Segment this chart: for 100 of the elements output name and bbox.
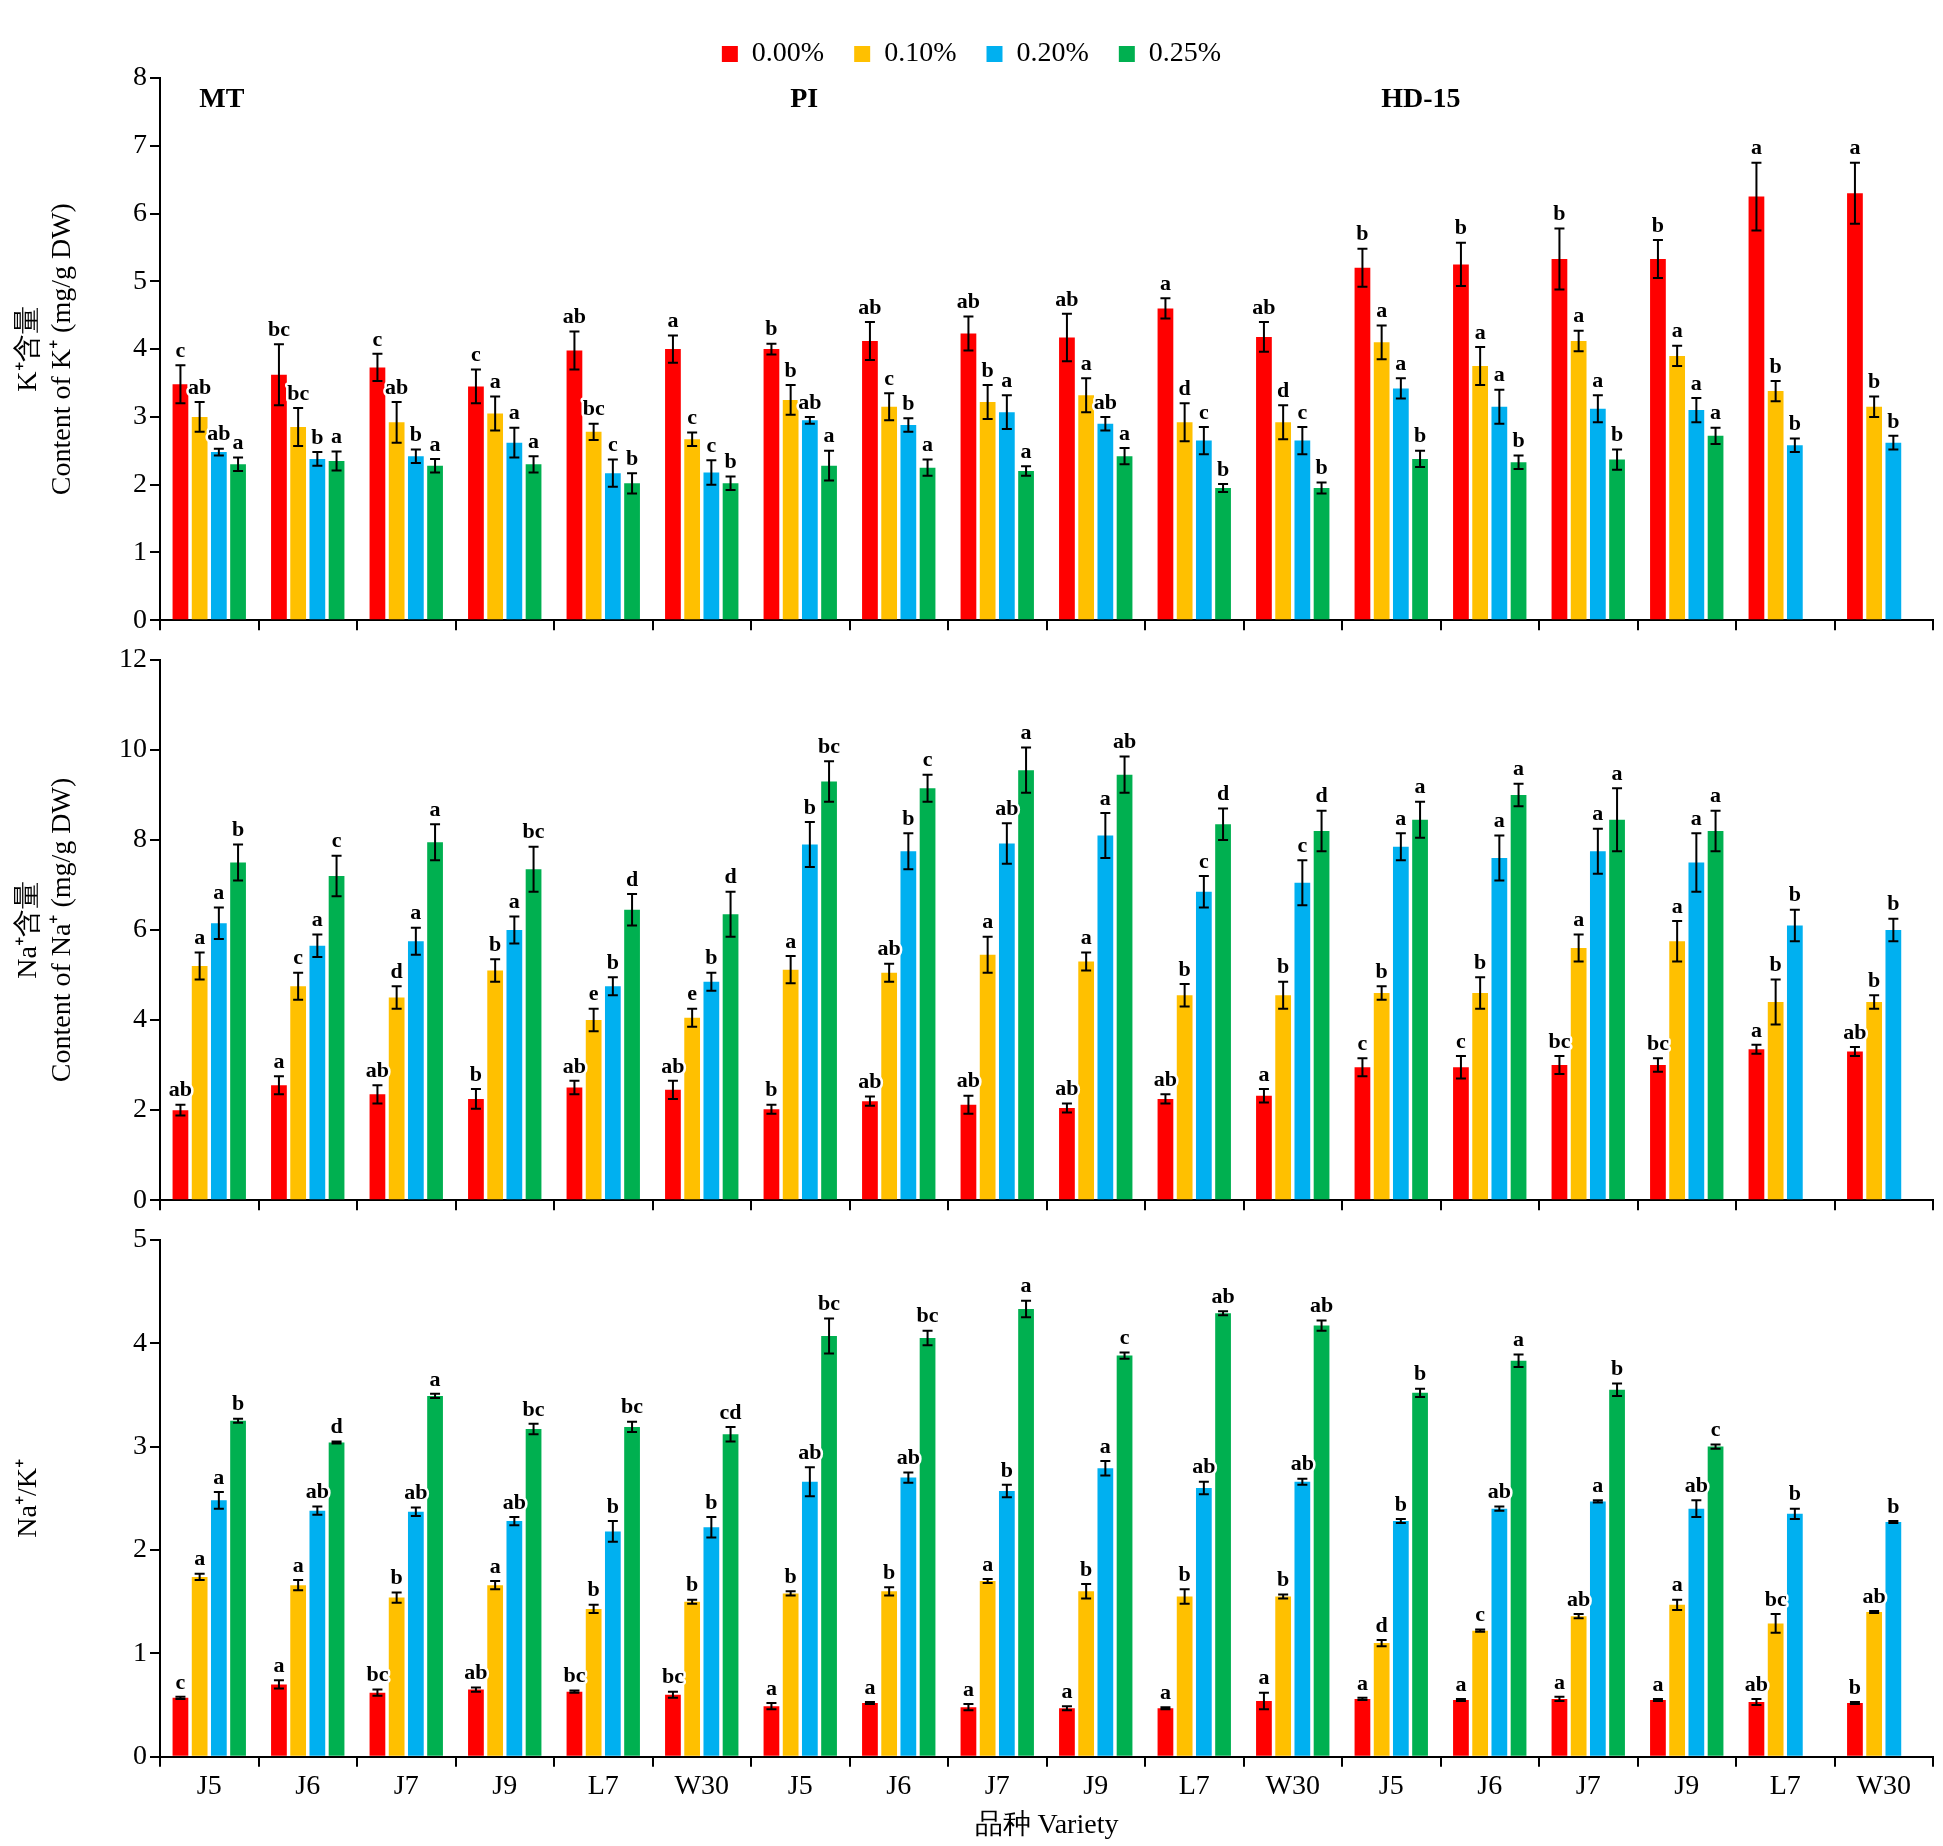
bar <box>1294 440 1311 620</box>
bar <box>801 1481 818 1756</box>
bar <box>1453 1067 1469 1200</box>
bar <box>979 401 996 620</box>
x-tick-label: J7 <box>984 1768 1010 1800</box>
y-tick-label: 4 <box>133 331 147 363</box>
bar <box>1176 422 1193 620</box>
legend-label: 0.10% <box>884 36 957 68</box>
bar <box>881 1591 898 1756</box>
data-label: a <box>1020 719 1032 745</box>
bar <box>172 1697 189 1756</box>
data-label: b <box>803 793 816 819</box>
bar <box>210 1500 227 1756</box>
data-label: a <box>410 899 422 925</box>
bar <box>1354 267 1371 620</box>
data-label: d <box>625 865 639 891</box>
bar <box>407 1511 424 1756</box>
data-label: a <box>1671 892 1683 918</box>
data-label: bc <box>1646 1030 1670 1056</box>
data-label: a <box>1080 349 1092 375</box>
bar <box>1688 1508 1705 1756</box>
bar <box>1176 995 1193 1200</box>
bar <box>1373 342 1390 620</box>
y-tick-label: 12 <box>119 642 147 674</box>
bar <box>1767 1623 1784 1756</box>
bar <box>624 1426 640 1756</box>
data-label: cd <box>719 1398 742 1424</box>
bar <box>1412 458 1428 620</box>
data-label: ab <box>562 303 587 329</box>
data-label: a <box>1553 1668 1565 1694</box>
data-label: bc <box>661 1663 685 1689</box>
bar <box>487 1585 504 1756</box>
bar <box>1491 1508 1508 1756</box>
data-label: a <box>1356 1669 1368 1695</box>
y-axis-title: K⁺含量 Content of K⁺ (mg/g DW) <box>11 203 76 496</box>
data-label: ab <box>1093 388 1117 414</box>
y-tick-label: 10 <box>119 732 147 764</box>
data-label: b <box>1474 948 1487 974</box>
bar <box>1275 422 1292 620</box>
bar <box>388 1597 405 1756</box>
bar <box>1059 1107 1075 1200</box>
bar <box>998 412 1015 620</box>
bar <box>1551 258 1568 620</box>
x-tick-label: J6 <box>295 1768 321 1800</box>
data-label: b <box>625 444 639 470</box>
annotation: PI <box>790 82 819 114</box>
bar <box>684 439 701 620</box>
data-label: a <box>1159 1678 1171 1704</box>
data-label: b <box>1651 211 1665 237</box>
data-label: a <box>232 429 244 455</box>
data-label: ab <box>877 935 901 961</box>
data-label: a <box>1020 1272 1032 1298</box>
data-label: b <box>1000 1456 1013 1482</box>
data-label: b <box>1769 951 1782 977</box>
data-label: a <box>1710 782 1722 808</box>
bar <box>1650 258 1666 620</box>
data-label: b <box>705 944 718 970</box>
data-label: a <box>1611 759 1623 785</box>
bar <box>1866 1002 1883 1200</box>
data-label: a <box>1671 1571 1683 1597</box>
data-label: bc <box>287 379 310 405</box>
bar <box>1589 408 1606 620</box>
data-label: bc <box>916 1302 939 1328</box>
bar <box>388 997 405 1200</box>
data-label: ab <box>464 1659 488 1685</box>
data-label: d <box>1216 780 1230 806</box>
data-label: ab <box>798 388 822 414</box>
x-tick-label: J7 <box>393 1768 419 1800</box>
bar <box>407 941 424 1200</box>
bar <box>1491 406 1508 620</box>
data-label: a <box>962 1675 974 1701</box>
bar <box>566 1691 583 1756</box>
data-label: b <box>705 1488 718 1514</box>
bar <box>703 981 720 1200</box>
data-label: a <box>194 924 206 950</box>
data-label: b <box>1178 955 1191 981</box>
data-label: b <box>1356 220 1369 246</box>
data-label: ab <box>1567 1585 1591 1611</box>
x-tick-label: W30 <box>674 1768 729 1800</box>
data-label: a <box>489 1552 501 1578</box>
data-label: a <box>1099 1432 1111 1458</box>
bar <box>1097 1468 1114 1756</box>
data-label: a <box>1592 800 1604 826</box>
x-tick-label: L7 <box>1178 1768 1210 1800</box>
data-label: c <box>607 431 618 457</box>
data-label: a <box>1258 1060 1270 1086</box>
bar <box>191 416 208 620</box>
data-label: c <box>175 1668 186 1694</box>
data-label: ab <box>502 1488 526 1514</box>
data-label: bc <box>267 316 291 342</box>
data-label: b <box>1788 410 1801 436</box>
data-label: b <box>1887 407 1900 433</box>
data-label: b <box>1413 1360 1427 1386</box>
bar <box>881 972 898 1200</box>
data-label: ab <box>1744 1670 1769 1696</box>
data-label: b <box>1454 214 1468 240</box>
bar <box>1669 355 1686 620</box>
data-label: b <box>469 1060 483 1086</box>
data-label: c <box>1456 1027 1467 1053</box>
bar <box>369 1692 386 1756</box>
